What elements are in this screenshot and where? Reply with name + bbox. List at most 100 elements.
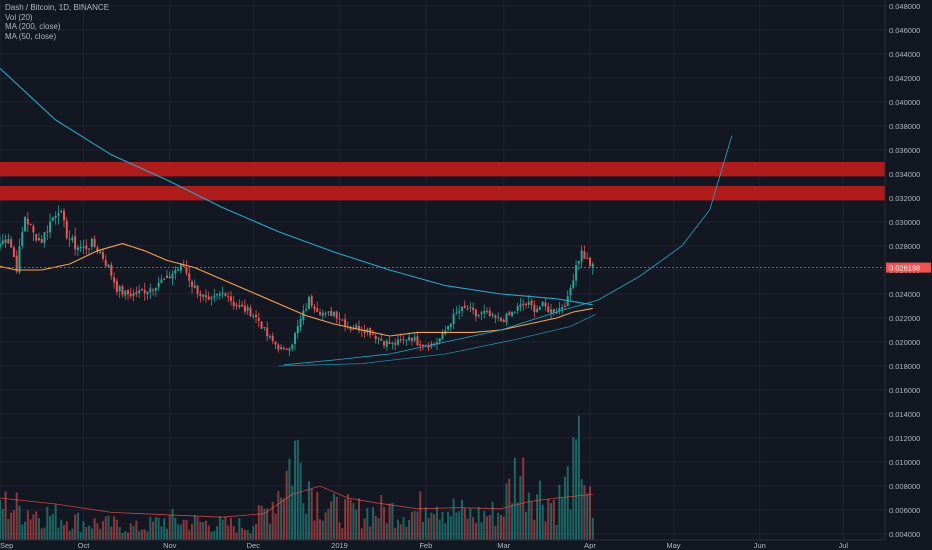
candle-body [54,215,57,218]
candle-body [519,304,522,308]
volume-bar [7,518,10,540]
volume-bar [460,499,463,540]
legend-ma200[interactable]: MA (200, close) [5,22,61,31]
volume-bar [480,522,483,540]
volume-bar [241,527,244,540]
candle-body [274,341,277,345]
volume-bar [107,515,110,540]
candle-body [388,342,391,344]
volume-bar [547,498,550,540]
volume-bar [204,520,207,540]
volume-bar [163,518,166,540]
x-tick-label: May [666,541,680,550]
candle-body [472,307,475,311]
volume-bar [458,511,461,540]
volume-bars [0,415,594,540]
candle-body [583,251,586,259]
volume-bar [182,519,185,540]
candle-body [60,211,63,213]
volume-bar [483,511,486,540]
candle-body [552,308,555,313]
legend-volume[interactable]: Vol (20) [5,12,33,22]
volume-bar [391,502,394,540]
candle-body [255,314,258,317]
candle-body [263,327,266,329]
volume-bar [497,512,500,540]
volume-bar [88,525,91,540]
candle-body [74,236,77,250]
candle-body [4,239,7,243]
moving-averages [0,67,593,337]
volume-bar [524,511,527,540]
volume-bar [171,509,174,540]
volume-bar [577,415,580,540]
candle-body [399,339,402,341]
candle-body [569,287,572,296]
volume-bar [374,515,377,540]
volume-bar [352,503,355,540]
volume-bar [444,523,447,540]
volume-bar [299,462,302,540]
volume-bar [96,523,99,540]
candle-body [522,303,525,306]
volume-bar [32,514,35,540]
volume-bar [491,501,494,540]
volume-bar [588,486,592,540]
volume-bar [310,488,313,540]
volume-bar [388,503,391,540]
candle-body [207,296,210,300]
volume-bar [544,521,547,540]
volume-bar [302,503,305,540]
volume-bar [127,532,130,540]
volume-bar [502,516,505,540]
candle-body [24,216,27,232]
volume-bar [179,524,182,540]
volume-bar [252,526,255,540]
volume-bar [63,525,66,540]
candle-body [218,293,221,296]
candle-body [327,311,330,313]
volume-bar [435,506,438,540]
volume-bar [271,501,274,540]
candle-body [452,314,455,324]
candle-body [575,265,578,281]
candle-body [486,311,489,313]
volume-bar [29,519,32,540]
last-price-label: 0.026198 [889,264,920,273]
y-tick-label: 0.008000 [889,482,920,491]
y-tick-label: 0.028000 [889,242,920,251]
volume-bar [193,514,196,540]
legend-symbol[interactable]: Dash / Bitcoin, 1D, BINANCE [5,3,110,12]
candle-body [293,333,297,344]
volume-bar [104,516,107,540]
volume-bar [71,528,74,540]
volume-bar [586,493,589,540]
candle-body [480,312,483,315]
volume-bar [140,529,143,540]
volume-bar [154,517,157,540]
legend-ma50[interactable]: MA (50, close) [5,31,57,41]
volume-bar [152,521,155,540]
chart-legend: Dash / Bitcoin, 1D, BINANCE Vol (20) MA … [5,3,109,41]
volume-bar [346,494,349,540]
candle-body [88,248,91,250]
volume-bar [486,516,489,540]
y-axis: 0.004000 0.006000 0.008000 0.010000 0.012000… [884,0,932,550]
candle-body [168,276,171,279]
candle-body [243,305,246,312]
candle-body [26,218,29,225]
candle-body [191,281,194,287]
volume-bar [68,530,71,540]
volume-bar [65,521,68,540]
candle-body [558,308,561,312]
volume-bar [37,518,40,540]
candle-body [296,326,299,334]
volume-bar [293,440,297,540]
candle-body [51,217,54,221]
candle-body [538,307,541,310]
volume-bar [413,511,416,540]
candle-body [572,280,575,288]
volume-bar [266,508,269,540]
